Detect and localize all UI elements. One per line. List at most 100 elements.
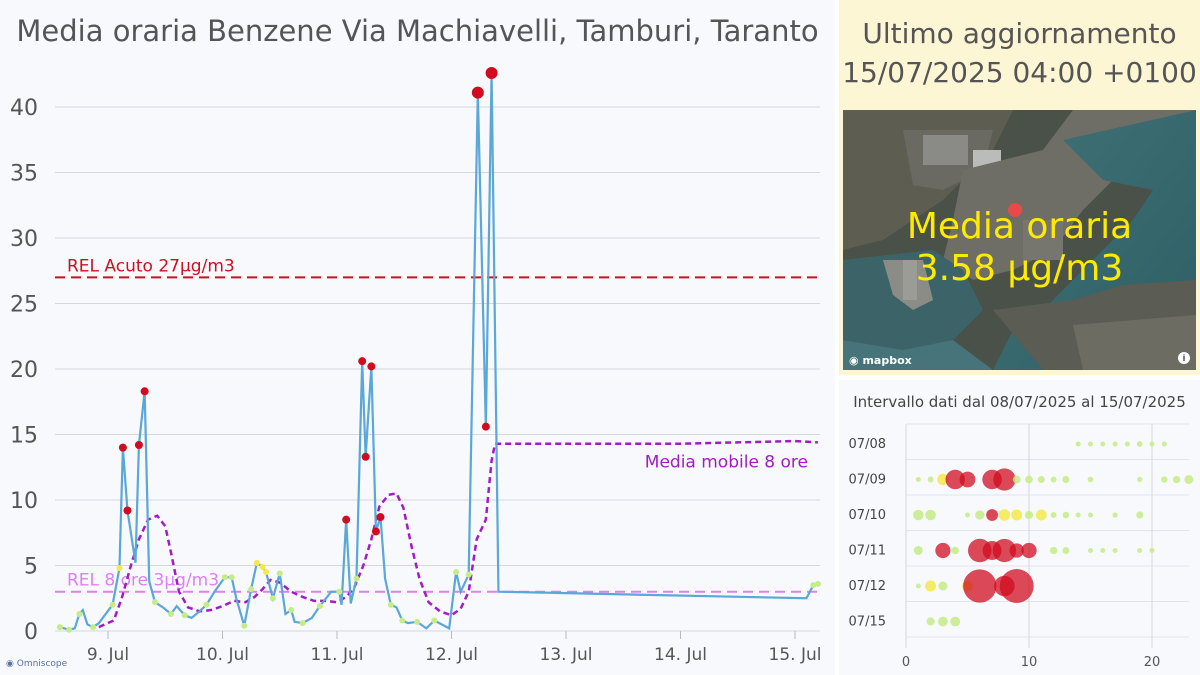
high-value-point xyxy=(485,67,498,79)
last-update-timestamp: 15/07/2025 04:00 +0100 xyxy=(842,56,1197,89)
hour-bubble xyxy=(992,538,1017,563)
hour-bubble xyxy=(999,569,1034,603)
hour-bubble xyxy=(925,580,937,592)
row-label: 07/15 xyxy=(849,615,886,630)
satellite-map[interactable]: Media oraria 3.58 µg/m3 ◉ mapbox i xyxy=(843,110,1196,370)
hour-bubble xyxy=(963,569,997,603)
hour-bubble xyxy=(975,510,985,520)
hour-bubble xyxy=(1137,476,1143,483)
hour-bubble xyxy=(1100,548,1106,553)
rel-8h-label: REL 8 ore 3µg/m3 xyxy=(67,571,219,591)
hour-bubble xyxy=(915,477,921,482)
hour-bubble xyxy=(913,509,924,521)
hour-bubble xyxy=(1062,547,1070,554)
hour-bubble xyxy=(1161,441,1167,447)
x-tick-label: 13. Jul xyxy=(540,645,593,665)
x-tick-label: 15. Jul xyxy=(769,645,822,665)
hour-bubble xyxy=(1049,546,1058,555)
hour-bubble xyxy=(1112,512,1118,518)
low-value-point xyxy=(203,601,210,608)
moving-average-annotation: Media mobile 8 ore xyxy=(645,452,808,472)
y-tick-label: 40 xyxy=(10,96,38,121)
hour-bubble xyxy=(1011,509,1023,521)
row-label: 07/10 xyxy=(849,508,886,523)
hour-bubble xyxy=(938,616,948,627)
hour-bubble xyxy=(1136,441,1143,447)
row-label: 07/09 xyxy=(849,473,886,488)
hour-bubble xyxy=(1149,548,1155,553)
low-value-point xyxy=(66,626,73,633)
low-value-point xyxy=(431,617,438,624)
x-tick-label: 14. Jul xyxy=(654,645,707,665)
chart-title: Media oraria Benzene Via Machiavelli, Ta… xyxy=(16,14,819,48)
hour-bubble xyxy=(926,617,935,626)
hour-bubble xyxy=(1075,512,1081,518)
mid-value-point xyxy=(116,565,123,572)
low-value-point xyxy=(248,586,255,593)
hour-bubble xyxy=(1124,441,1130,447)
x-tick-label: 10 xyxy=(1021,655,1038,670)
low-value-point xyxy=(181,612,188,619)
benzene-chart-panel: 0 5 10 15 20 25 30 35 40 9. Jul 10. Jul 11. Jul 12. … xyxy=(10,14,822,665)
hour-bubble xyxy=(998,509,1011,521)
low-value-point xyxy=(814,580,821,587)
omniscope-logo[interactable]: ◉ Omniscope xyxy=(6,659,67,669)
high-value-point xyxy=(471,86,484,99)
hour-bubble xyxy=(1009,543,1024,558)
hour-bubble xyxy=(1137,548,1143,553)
hour-bubble xyxy=(959,471,976,488)
hour-bubble xyxy=(950,616,961,627)
low-value-point xyxy=(269,595,276,602)
hour-bubble xyxy=(925,509,936,521)
hour-bubble xyxy=(1035,509,1047,521)
y-tick-label: 30 xyxy=(10,227,38,252)
hour-bubble xyxy=(1161,476,1168,483)
hour-bubble xyxy=(1088,512,1093,518)
row-label: 07/08 xyxy=(849,437,886,452)
hour-bubble xyxy=(1012,475,1021,484)
info-icon[interactable]: i xyxy=(1178,352,1190,364)
high-value-point xyxy=(371,527,380,536)
high-value-point xyxy=(123,506,132,515)
y-tick-label: 15 xyxy=(10,424,38,449)
map-reading-label: Media oraria 3.58 µg/m3 xyxy=(843,206,1196,290)
last-update-panel: Ultimo aggiornamento 15/07/2025 04:00 +0… xyxy=(839,0,1200,375)
x-tick-label: 11. Jul xyxy=(311,645,364,665)
high-value-point xyxy=(118,443,127,452)
low-value-point xyxy=(299,620,306,627)
omniscope-label: Omniscope xyxy=(16,659,68,669)
high-value-point xyxy=(358,357,367,366)
station-marker-icon[interactable] xyxy=(1008,203,1022,217)
hour-bubble xyxy=(937,473,949,486)
last-update-label: Ultimo aggiornamento xyxy=(862,17,1177,50)
hour-bubble xyxy=(1100,441,1106,447)
low-value-point xyxy=(76,610,83,617)
data-interval-panel: 0 10 20 07/08 07/09 07/10 07/11 07/12 07/15 Inte… xyxy=(839,380,1200,675)
hour-bubble xyxy=(965,512,970,518)
hour-bubble xyxy=(1050,512,1057,518)
hour-bubble xyxy=(1112,441,1118,447)
x-tick-label: 9. Jul xyxy=(87,645,129,665)
high-value-point xyxy=(134,441,143,449)
low-value-point xyxy=(316,603,323,610)
eye-icon: ◉ xyxy=(6,659,14,669)
moving-average-line xyxy=(98,439,818,629)
hour-bubble xyxy=(993,468,1016,491)
hour-bubble xyxy=(945,469,965,490)
y-tick-label: 35 xyxy=(10,162,38,187)
low-value-point xyxy=(336,588,343,595)
high-value-point xyxy=(481,422,490,431)
hour-bubble xyxy=(1172,475,1181,484)
hour-bubble xyxy=(927,476,934,483)
hour-bubble xyxy=(1088,548,1093,553)
y-tick-label: 25 xyxy=(10,293,38,318)
interval-title: Intervallo dati dal 08/07/2025 al 15/07/… xyxy=(853,393,1186,411)
mapbox-logo[interactable]: ◉ mapbox xyxy=(849,354,912,367)
low-value-point xyxy=(276,570,283,577)
high-value-point xyxy=(140,387,149,396)
low-value-point xyxy=(167,610,174,617)
low-value-point xyxy=(465,571,472,578)
hour-bubble xyxy=(1136,511,1144,519)
hour-bubble xyxy=(1062,475,1070,484)
hour-bubble xyxy=(935,542,951,559)
